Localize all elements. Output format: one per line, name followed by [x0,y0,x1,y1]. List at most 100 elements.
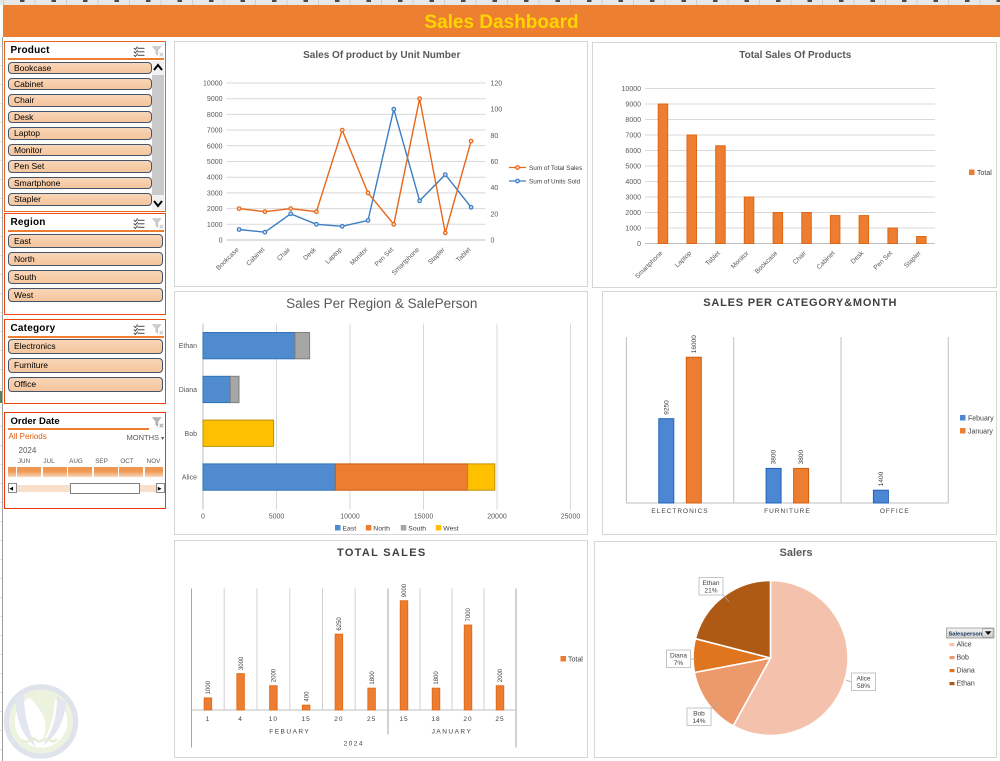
svg-text:1400: 1400 [878,471,885,486]
svg-text:Smartphone: Smartphone [634,249,665,280]
svg-text:25000: 25000 [560,513,580,520]
svg-text:10000: 10000 [203,81,223,88]
svg-text:FEBUARY: FEBUARY [269,729,310,736]
svg-text:20: 20 [463,716,472,723]
svg-text:8000: 8000 [206,112,222,119]
svg-text:Chair: Chair [276,246,293,263]
svg-text:2000: 2000 [271,668,277,682]
svg-text:40: 40 [490,185,498,192]
svg-text:6000: 6000 [206,143,222,150]
svg-text:Pen Set: Pen Set [373,246,395,268]
svg-text:Ethan: Ethan [956,680,974,687]
svg-text:Total: Total [568,657,583,664]
svg-text:1800: 1800 [369,671,375,685]
svg-text:North: North [373,525,390,532]
svg-text:Diana: Diana [178,387,196,394]
svg-text:10000: 10000 [340,513,360,520]
svg-text:4000: 4000 [206,175,222,182]
svg-text:2000: 2000 [625,210,641,217]
svg-text:Smartphone: Smartphone [390,246,421,277]
svg-text:0: 0 [637,241,641,248]
svg-text:Cabinet: Cabinet [245,246,266,267]
svg-text:ELECTRONICS: ELECTRONICS [651,508,708,515]
svg-text:21%: 21% [704,587,717,594]
svg-text:15: 15 [399,716,408,723]
svg-text:25: 25 [366,716,375,723]
svg-text:2000: 2000 [206,206,222,213]
svg-text:5000: 5000 [625,163,641,170]
svg-text:Bookcase: Bookcase [215,246,241,272]
svg-text:Pen Set: Pen Set [872,249,894,271]
svg-text:2000: 2000 [498,668,504,682]
svg-text:Febuary: Febuary [968,415,994,422]
svg-text:Sum of Units Sold: Sum of Units Sold [529,179,581,186]
svg-text:0: 0 [490,238,494,245]
svg-text:East: East [342,525,356,532]
svg-text:1000: 1000 [206,222,222,229]
svg-text:Tablet: Tablet [455,246,473,264]
svg-text:Sum of Total Sales: Sum of Total Sales [529,165,582,172]
svg-text:9250: 9250 [663,399,670,414]
svg-text:7000: 7000 [206,128,222,135]
svg-text:Stapler: Stapler [903,249,923,269]
svg-text:1000: 1000 [206,680,212,694]
svg-text:400: 400 [304,691,310,702]
svg-text:3800: 3800 [771,449,778,464]
svg-text:FURNITURE: FURNITURE [764,508,811,515]
svg-text:100: 100 [490,107,502,114]
svg-text:Total: Total [977,170,992,177]
svg-text:15000: 15000 [413,513,433,520]
svg-text:15: 15 [301,716,310,723]
svg-text:Bob: Bob [693,710,705,717]
svg-text:Bob: Bob [956,654,969,661]
svg-text:Cabinet: Cabinet [816,249,837,270]
svg-text:9000: 9000 [625,101,641,108]
svg-text:80: 80 [490,133,498,140]
svg-text:3000: 3000 [625,194,641,201]
svg-text:5000: 5000 [268,513,284,520]
svg-text:7000: 7000 [466,607,472,621]
svg-text:JANUARY: JANUARY [431,729,472,736]
svg-text:1000: 1000 [625,225,641,232]
svg-text:Alice: Alice [956,641,971,648]
svg-text:Stapler: Stapler [426,246,446,266]
svg-text:16000: 16000 [691,334,698,352]
svg-text:20000: 20000 [487,513,507,520]
svg-text:1800: 1800 [434,671,440,685]
svg-text:0: 0 [201,513,205,520]
svg-text:5000: 5000 [206,159,222,166]
svg-text:3800: 3800 [798,449,805,464]
svg-text:Salesperson: Salesperson [948,631,982,637]
svg-text:20: 20 [334,716,343,723]
svg-text:Monitor: Monitor [730,249,751,270]
svg-text:8000: 8000 [625,117,641,124]
svg-text:10: 10 [268,716,277,723]
svg-text:14%: 14% [692,718,705,725]
svg-text:Ethan: Ethan [702,579,719,586]
svg-text:4: 4 [238,716,243,723]
svg-text:3000: 3000 [238,656,244,670]
svg-text:4000: 4000 [625,179,641,186]
svg-text:Diana: Diana [956,667,974,674]
svg-text:7000: 7000 [625,132,641,139]
svg-text:Tablet: Tablet [704,249,722,267]
svg-text:18: 18 [431,716,440,723]
svg-text:2024: 2024 [343,741,363,748]
svg-text:South: South [408,525,426,532]
svg-text:0: 0 [218,238,222,245]
svg-text:10000: 10000 [622,86,642,93]
svg-text:20: 20 [490,211,498,218]
svg-text:Alice: Alice [856,675,870,682]
svg-text:9000: 9000 [206,96,222,103]
svg-text:6250: 6250 [337,617,343,631]
svg-text:Monitor: Monitor [348,246,369,267]
svg-text:Diana: Diana [670,652,687,659]
svg-text:60: 60 [490,159,498,166]
svg-text:1: 1 [205,716,210,723]
svg-text:9000: 9000 [402,583,408,597]
svg-text:58%: 58% [856,683,869,690]
svg-text:Desk: Desk [850,249,866,265]
svg-text:120: 120 [490,81,502,88]
svg-text:Alice: Alice [181,474,196,481]
svg-text:Ethan: Ethan [178,343,196,350]
